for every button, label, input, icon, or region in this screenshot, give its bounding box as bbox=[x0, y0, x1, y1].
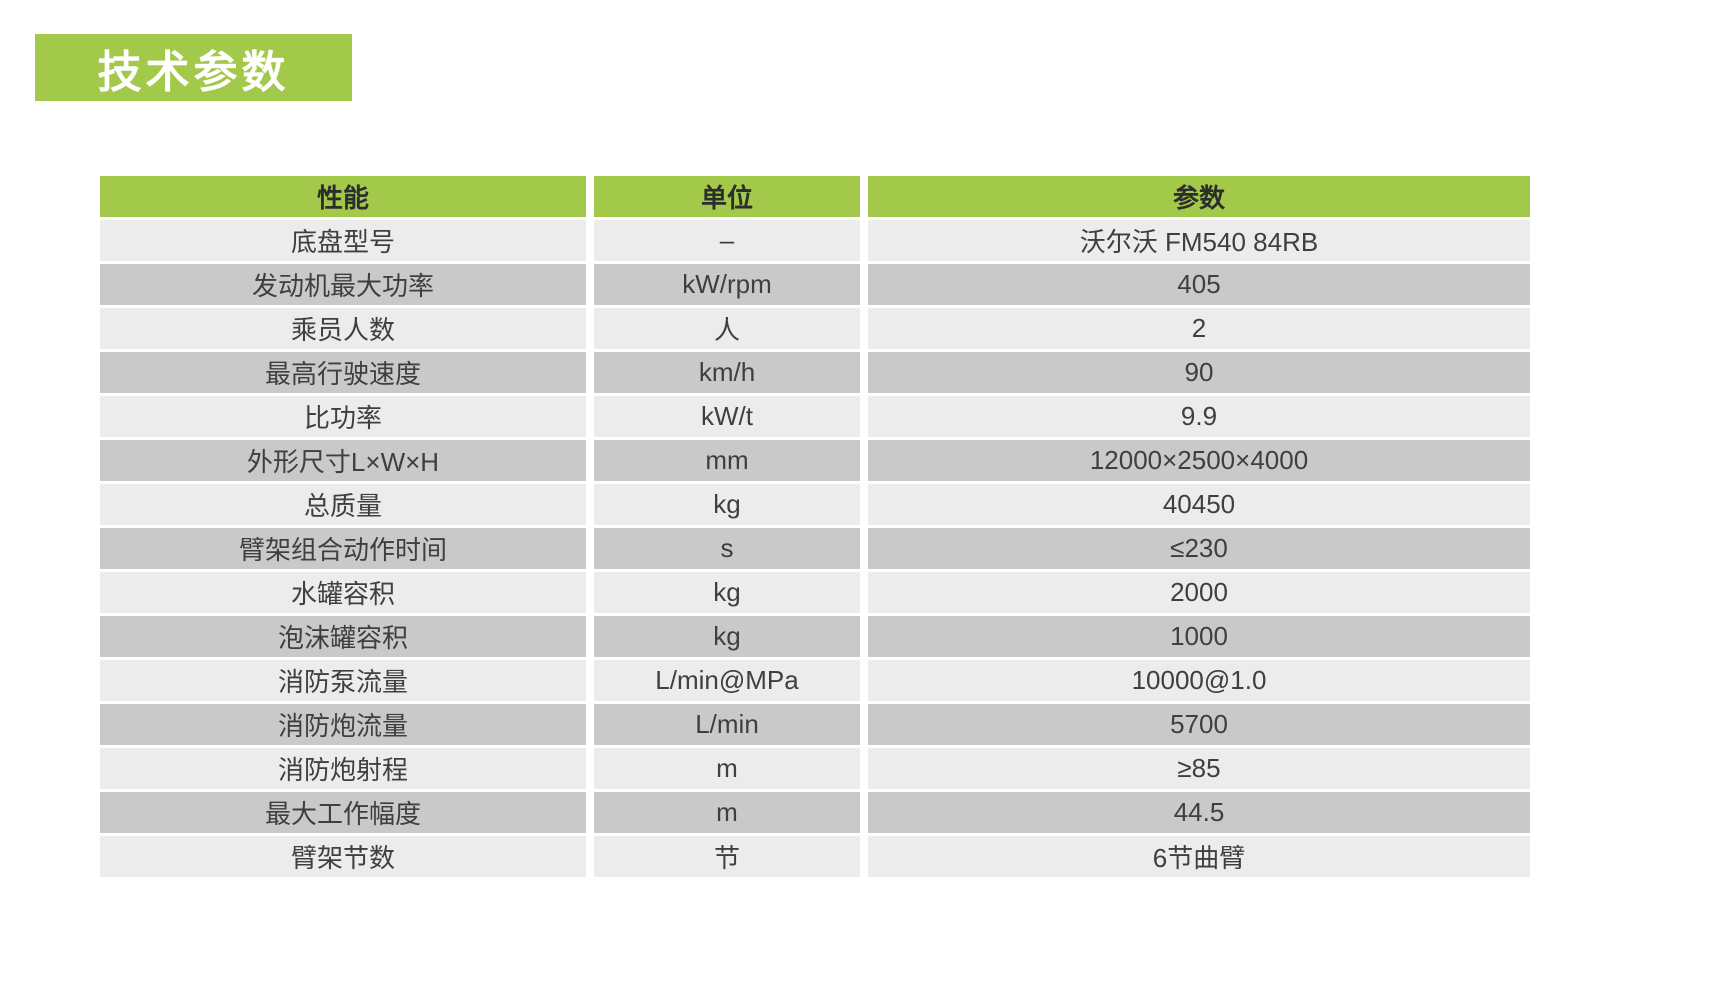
spec-value-cell: 1000 bbox=[868, 616, 1530, 657]
table-row: 最大工作幅度 m 44.5 bbox=[100, 792, 1530, 833]
spec-name-cell: 总质量 bbox=[100, 484, 586, 525]
table-row: 臂架节数节 6节曲臂 bbox=[100, 836, 1530, 877]
spec-value-cell: ≥85 bbox=[868, 748, 1530, 789]
spec-value-cell: 44.5 bbox=[868, 792, 1530, 833]
spec-name-cell: 最高行驶速度 bbox=[100, 352, 586, 393]
spec-name-cell: 臂架组合动作时间 bbox=[100, 528, 586, 569]
table-row: 底盘型号 – 沃尔沃 FM540 84RB bbox=[100, 220, 1530, 261]
spec-unit-cell: mm bbox=[594, 440, 860, 481]
spec-name-cell: 消防炮射程 bbox=[100, 748, 586, 789]
table-row: 臂架组合动作时间 s ≤230 bbox=[100, 528, 1530, 569]
spec-name-cell: 最大工作幅度 bbox=[100, 792, 586, 833]
column-header-unit: 单位 bbox=[594, 176, 860, 217]
spec-unit-cell: kg bbox=[594, 572, 860, 613]
spec-name-cell: 外形尺寸L×W×H bbox=[100, 440, 586, 481]
spec-value-cell: 沃尔沃 FM540 84RB bbox=[868, 220, 1530, 261]
spec-name-cell: 消防炮流量 bbox=[100, 704, 586, 745]
spec-unit-cell: kW/rpm bbox=[594, 264, 860, 305]
column-header-parameter: 参数 bbox=[868, 176, 1530, 217]
spec-unit-cell: kg bbox=[594, 484, 860, 525]
spec-unit-cell: s bbox=[594, 528, 860, 569]
spec-value-cell: 10000@1.0 bbox=[868, 660, 1530, 701]
page-title: 技术参数 bbox=[35, 34, 352, 101]
spec-name-cell: 水罐容积 bbox=[100, 572, 586, 613]
spec-value-cell: 405 bbox=[868, 264, 1530, 305]
table-row: 总质量 kg 40450 bbox=[100, 484, 1530, 525]
spec-value-cell: 9.9 bbox=[868, 396, 1530, 437]
spec-unit-cell: 节 bbox=[594, 836, 860, 877]
spec-unit-cell: 人 bbox=[594, 308, 860, 349]
spec-name-cell: 臂架节数 bbox=[100, 836, 586, 877]
table-row: 泡沫罐容积 kg 1000 bbox=[100, 616, 1530, 657]
spec-value-cell: 40450 bbox=[868, 484, 1530, 525]
spec-name-cell: 发动机最大功率 bbox=[100, 264, 586, 305]
spec-name-cell: 比功率 bbox=[100, 396, 586, 437]
spec-unit-cell: kW/t bbox=[594, 396, 860, 437]
spec-name-cell: 泡沫罐容积 bbox=[100, 616, 586, 657]
spec-name-cell: 消防泵流量 bbox=[100, 660, 586, 701]
table-row: 消防炮射程 m ≥85 bbox=[100, 748, 1530, 789]
table-row: 消防泵流量 L/min@MPa 10000@1.0 bbox=[100, 660, 1530, 701]
table-row: 比功率 kW/t 9.9 bbox=[100, 396, 1530, 437]
column-header-performance: 性能 bbox=[100, 176, 586, 217]
spec-value-cell: 12000×2500×4000 bbox=[868, 440, 1530, 481]
spec-table-body: 底盘型号 – 沃尔沃 FM540 84RB 发动机最大功率 kW/rpm 405 乘员人数人… bbox=[100, 220, 1530, 877]
table-row: 最高行驶速度 km/h 90 bbox=[100, 352, 1530, 393]
table-row: 水罐容积 kg 2000 bbox=[100, 572, 1530, 613]
spec-unit-cell: m bbox=[594, 792, 860, 833]
spec-name-cell: 底盘型号 bbox=[100, 220, 586, 261]
spec-table: 性能 单位 参数 底盘型号 – 沃尔沃 FM540 84RB 发动机最大功率 kW/rp… bbox=[100, 176, 1530, 880]
table-header-row: 性能 单位 参数 bbox=[100, 176, 1530, 217]
table-row: 乘员人数人 2 bbox=[100, 308, 1530, 349]
spec-unit-cell: km/h bbox=[594, 352, 860, 393]
spec-unit-cell: kg bbox=[594, 616, 860, 657]
spec-value-cell: 6节曲臂 bbox=[868, 836, 1530, 877]
spec-value-cell: 90 bbox=[868, 352, 1530, 393]
spec-unit-cell: L/min@MPa bbox=[594, 660, 860, 701]
spec-unit-cell: – bbox=[594, 220, 860, 261]
spec-value-cell: 2 bbox=[868, 308, 1530, 349]
table-row: 消防炮流量 L/min 5700 bbox=[100, 704, 1530, 745]
table-row: 外形尺寸L×W×H mm 12000×2500×4000 bbox=[100, 440, 1530, 481]
spec-unit-cell: L/min bbox=[594, 704, 860, 745]
spec-unit-cell: m bbox=[594, 748, 860, 789]
spec-name-cell: 乘员人数 bbox=[100, 308, 586, 349]
spec-value-cell: ≤230 bbox=[868, 528, 1530, 569]
table-row: 发动机最大功率 kW/rpm 405 bbox=[100, 264, 1530, 305]
spec-value-cell: 5700 bbox=[868, 704, 1530, 745]
spec-value-cell: 2000 bbox=[868, 572, 1530, 613]
